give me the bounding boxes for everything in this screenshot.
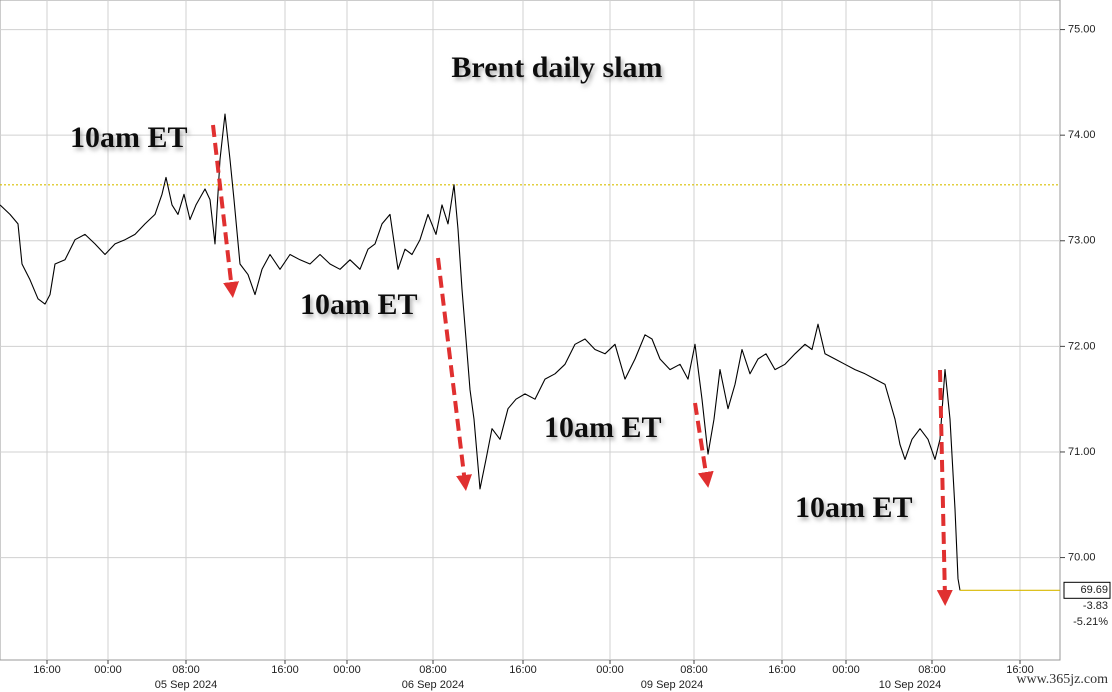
x-tick-label: 16:00 bbox=[509, 664, 537, 676]
arrow bbox=[436, 257, 472, 491]
y-tick-label: 73.00 bbox=[1068, 235, 1096, 247]
x-tick-label: 16:00 bbox=[768, 664, 796, 676]
annotation: 10am ET bbox=[300, 288, 418, 321]
y-tick-label: 70.00 bbox=[1068, 551, 1096, 563]
y-tick-label: 71.00 bbox=[1068, 446, 1096, 458]
change-pct-label: -5.21% bbox=[1073, 616, 1108, 628]
date-label: 10 Sep 2024 bbox=[879, 679, 941, 691]
last-price-label: 69.69 bbox=[1080, 584, 1108, 596]
date-label: 06 Sep 2024 bbox=[402, 679, 464, 691]
arrow bbox=[693, 402, 714, 488]
x-tick-label: 08:00 bbox=[419, 664, 447, 676]
x-tick-label: 16:00 bbox=[1006, 664, 1034, 676]
change-label: -3.83 bbox=[1083, 600, 1108, 612]
x-tick-label: 00:00 bbox=[596, 664, 624, 676]
x-tick-label: 08:00 bbox=[918, 664, 946, 676]
chart-title: Brent daily slam bbox=[451, 51, 662, 84]
marks bbox=[0, 113, 1060, 591]
x-tick-label: 08:00 bbox=[680, 664, 708, 676]
x-tick-label: 16:00 bbox=[33, 664, 61, 676]
grid bbox=[0, 0, 1060, 660]
annotation: 10am ET bbox=[544, 411, 662, 444]
y-tick-label: 72.00 bbox=[1068, 340, 1096, 352]
x-tick-label: 00:00 bbox=[94, 664, 122, 676]
date-label: 05 Sep 2024 bbox=[155, 679, 217, 691]
x-tick-label: 08:00 bbox=[172, 664, 200, 676]
annotation: 10am ET bbox=[70, 121, 188, 154]
x-tick-label: 00:00 bbox=[832, 664, 860, 676]
arrow bbox=[211, 124, 240, 298]
y-tick-label: 74.00 bbox=[1068, 129, 1096, 141]
last-price-box bbox=[1063, 581, 1111, 599]
arrow bbox=[936, 369, 953, 606]
x-tick-label: 16:00 bbox=[271, 664, 299, 676]
watermark: www.365jz.com bbox=[1016, 672, 1108, 687]
y-tick-label: 75.00 bbox=[1068, 23, 1096, 35]
price-line bbox=[0, 113, 961, 591]
x-tick-label: 00:00 bbox=[333, 664, 361, 676]
date-label: 09 Sep 2024 bbox=[641, 679, 703, 691]
plot-area bbox=[0, 0, 1061, 661]
arrows bbox=[211, 124, 953, 606]
annotation: 10am ET bbox=[795, 491, 913, 524]
